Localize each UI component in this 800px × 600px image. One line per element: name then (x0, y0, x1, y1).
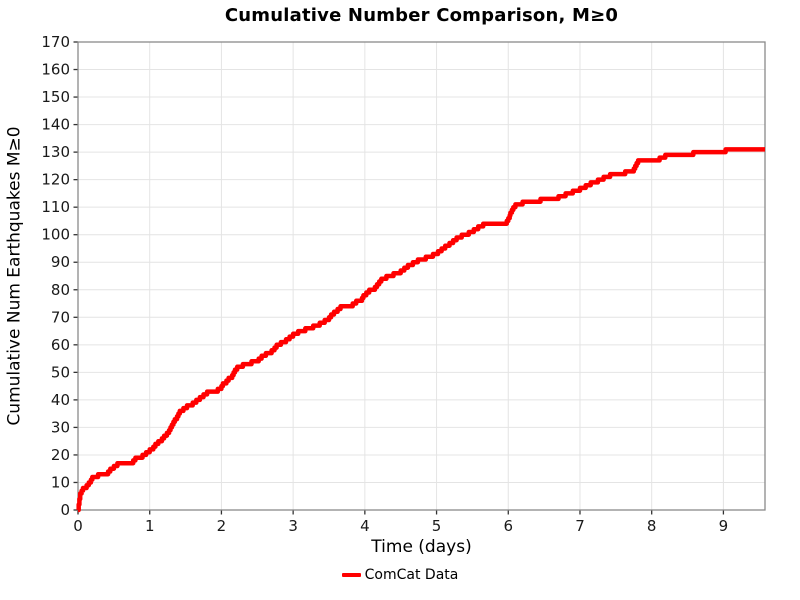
y-tick-label: 50 (51, 363, 70, 381)
y-tick-label: 60 (51, 336, 70, 354)
y-tick-label: 20 (51, 446, 70, 464)
x-tick-label: 2 (217, 517, 227, 535)
y-tick-label: 140 (41, 116, 70, 134)
x-tick-label: 6 (503, 517, 513, 535)
x-tick-label: 1 (145, 517, 155, 535)
x-tick-label: 4 (360, 517, 370, 535)
y-tick-label: 120 (41, 171, 70, 189)
y-tick-label: 70 (51, 308, 70, 326)
y-tick-label: 170 (41, 33, 70, 51)
x-tick-label: 0 (73, 517, 83, 535)
series-line-comcat-data (76, 147, 765, 513)
y-tick-label: 100 (41, 226, 70, 244)
x-tick-label: 7 (575, 517, 585, 535)
y-tick-label: 10 (51, 473, 70, 491)
y-tick-label: 110 (41, 198, 70, 216)
y-tick-label: 30 (51, 418, 70, 436)
y-tick-label: 130 (41, 143, 70, 161)
y-tick-label: 90 (51, 253, 70, 271)
y-tick-label: 80 (51, 281, 70, 299)
y-tick-label: 40 (51, 391, 70, 409)
x-tick-label: 9 (719, 517, 729, 535)
legend-label: ComCat Data (364, 567, 459, 583)
chart-title: Cumulative Number Comparison, M≥0 (224, 5, 619, 26)
legend-line-swatch (341, 573, 361, 577)
x-tick-label: 8 (647, 517, 657, 535)
x-tick-label: 3 (288, 517, 298, 535)
y-tick-label: 150 (41, 88, 70, 106)
x-axis-label: Time (days) (371, 537, 472, 557)
y-tick-label: 0 (60, 501, 70, 519)
x-tick-label: 5 (432, 517, 442, 535)
legend: ComCat Data (0, 567, 800, 583)
plot-border (77, 41, 766, 511)
y-tick-label: 160 (41, 61, 70, 79)
